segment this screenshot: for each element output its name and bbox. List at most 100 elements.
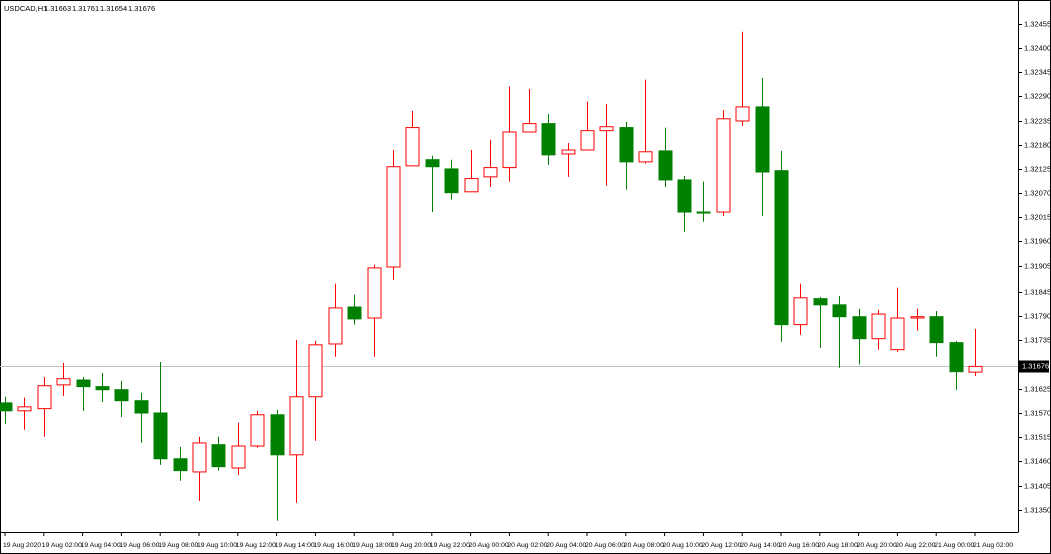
y-tick-label: 1.31790: [1024, 311, 1051, 320]
candle-body: [231, 445, 246, 469]
price-label: 1.31676: [1022, 361, 1049, 370]
candle-body: [0, 402, 13, 412]
candle-body: [289, 396, 304, 456]
x-tick-label: 19 Aug 12:00: [236, 542, 276, 549]
y-tick-label: 1.32345: [1024, 67, 1051, 76]
candle-body: [910, 316, 925, 319]
x-tick-label: 20 Aug 06:00: [585, 542, 625, 549]
candle-body: [37, 385, 52, 410]
x-tick-label: 19 Aug 08:00: [158, 542, 198, 549]
candle-body: [968, 365, 983, 373]
x-tick-label: 19 Aug 16:00: [313, 542, 353, 549]
y-tick-label: 1.31735: [1024, 335, 1051, 344]
header-low: 1.31654: [100, 4, 127, 13]
candle-body: [17, 406, 32, 412]
candle-body: [832, 304, 847, 318]
x-tick-label: 20 Aug 20:00: [857, 542, 897, 549]
y-tick-label: 1.32455: [1024, 19, 1051, 28]
candle-body: [308, 344, 323, 398]
x-tick-label: 20 Aug 02:00: [507, 542, 547, 549]
candle-body: [134, 400, 149, 414]
y-tick-label: 1.31570: [1024, 408, 1051, 417]
candle-body: [250, 414, 265, 447]
y-tick-label: 1.31845: [1024, 287, 1051, 296]
x-tick-label: 20 Aug 04:00: [546, 542, 586, 549]
y-tick-label: 1.31350: [1024, 505, 1051, 514]
price-label-box: [1019, 360, 1049, 373]
y-tick-label: 1.32290: [1024, 91, 1051, 100]
candle-body: [328, 307, 343, 345]
candle-body: [386, 166, 401, 268]
y-tick-label: 1.32180: [1024, 140, 1051, 149]
y-tick-label: 1.31460: [1024, 456, 1051, 465]
candle-body: [949, 342, 964, 373]
y-tick-label: 1.32070: [1024, 188, 1051, 197]
candle-body: [425, 159, 440, 168]
candle-body: [599, 126, 614, 132]
header: USDCAD,H1 1.31663 1.31761 1.31654 1.3167…: [4, 4, 155, 13]
x-tick-label: 20 Aug 08:00: [624, 542, 664, 549]
x-tick-label: 19 Aug 06:00: [119, 542, 159, 549]
candle-body: [541, 123, 556, 156]
header-close: 1.31676: [128, 4, 155, 13]
candle-body: [192, 442, 207, 473]
candle-body: [153, 412, 168, 460]
candle-body: [114, 389, 129, 402]
candle-body: [580, 130, 595, 151]
candle-body: [890, 317, 905, 351]
y-tick-label: 1.31515: [1024, 432, 1051, 441]
x-tick-label: 19 Aug 2020: [3, 542, 41, 549]
candle-body: [347, 306, 362, 320]
y-tick-label: 1.32015: [1024, 212, 1051, 221]
candle-body: [871, 313, 886, 340]
candle-body: [852, 316, 867, 340]
candle-body: [483, 167, 498, 178]
candle-body: [502, 131, 517, 169]
candle-body: [929, 316, 944, 344]
candle-body: [677, 179, 692, 213]
candle-body: [755, 106, 770, 173]
header-high: 1.31761: [72, 4, 99, 13]
candle-body: [813, 298, 828, 306]
candle-body: [774, 170, 789, 326]
x-tick-label: 19 Aug 10:00: [197, 542, 237, 549]
candle-body: [561, 149, 576, 155]
y-tick-label: 1.32235: [1024, 116, 1051, 125]
candle-body: [95, 386, 110, 391]
candle-body: [522, 123, 537, 133]
x-tick-label: 19 Aug 20:00: [391, 542, 431, 549]
y-tick-label: 1.31905: [1024, 261, 1051, 270]
candle-body: [464, 178, 479, 193]
x-tick-label: 19 Aug 22:00: [430, 542, 470, 549]
x-tick-label: 20 Aug 22:00: [895, 542, 935, 549]
y-tick-label: 1.31625: [1024, 384, 1051, 393]
y-tick-label: 1.31405: [1024, 481, 1051, 490]
x-tick-label: 19 Aug 02:00: [42, 542, 82, 549]
x-tick-label: 20 Aug 14:00: [740, 542, 780, 549]
candle-body: [696, 211, 711, 214]
candle-body: [173, 458, 188, 472]
x-tick-label: 21 Aug 00:00: [934, 542, 974, 549]
candle-body: [638, 151, 653, 163]
candle-body: [270, 414, 285, 456]
candle-body: [76, 379, 91, 388]
x-tick-label: 19 Aug 14:00: [275, 542, 315, 549]
y-tick-label: 1.31960: [1024, 236, 1051, 245]
x-tick-label: 20 Aug 18:00: [818, 542, 858, 549]
candle-body: [367, 267, 382, 319]
candle-body: [56, 378, 71, 386]
x-tick-label: 19 Aug 18:00: [352, 542, 392, 549]
y-tick-label: 1.32400: [1024, 43, 1051, 52]
x-tick-label: 19 Aug 04:00: [81, 542, 121, 549]
x-tick-label: 20 Aug 10:00: [663, 542, 703, 549]
candle-body: [658, 150, 673, 181]
y-tick-label: 1.32125: [1024, 164, 1051, 173]
x-tick-label: 20 Aug 00:00: [469, 542, 509, 549]
candle-body: [716, 118, 731, 213]
candle-body: [405, 127, 420, 167]
candle-body: [793, 297, 808, 326]
header-open: 1.31663: [44, 4, 71, 13]
x-tick-label: 20 Aug 16:00: [779, 542, 819, 549]
